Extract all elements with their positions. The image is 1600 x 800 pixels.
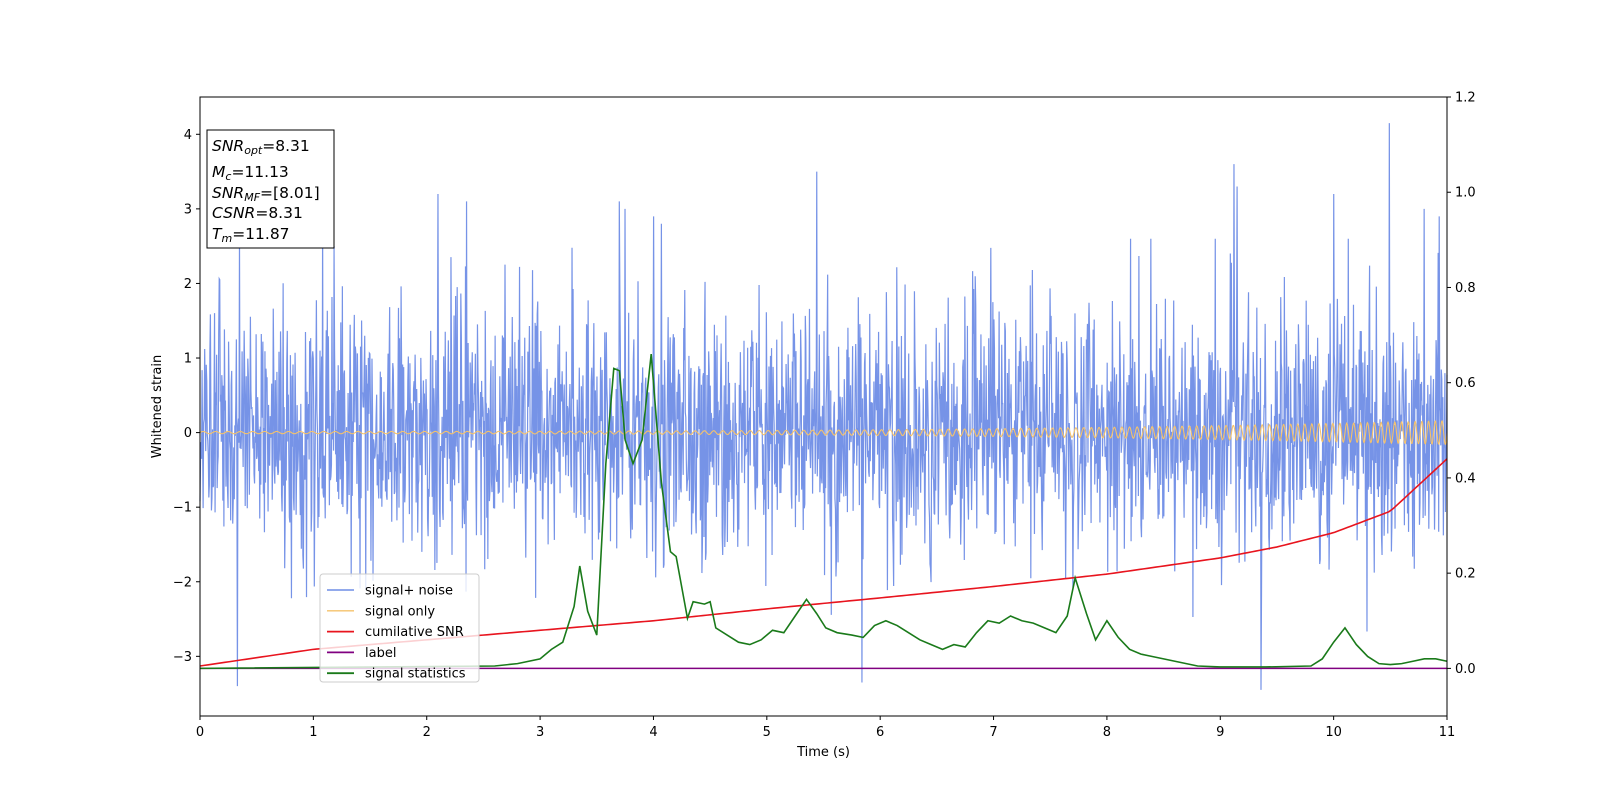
x-tick-label: 9 bbox=[1216, 725, 1224, 740]
x-tick-label: 10 bbox=[1325, 725, 1342, 740]
y2-tick-label: 0.2 bbox=[1455, 567, 1476, 582]
x-tick-label: 4 bbox=[649, 725, 657, 740]
x-tick-label: 1 bbox=[309, 725, 317, 740]
legend-label-label: label bbox=[365, 646, 396, 661]
legend-label-signal-only: signal only bbox=[365, 604, 435, 619]
y2-tick-label: 0.4 bbox=[1455, 471, 1476, 486]
series-signal-noise bbox=[199, 123, 1448, 690]
series-signal-only bbox=[199, 420, 1448, 445]
y-tick-label: 4 bbox=[184, 128, 192, 143]
y-tick-label: 1 bbox=[184, 352, 192, 367]
x-tick-label: 0 bbox=[196, 725, 204, 740]
y2-tick-label: 1.0 bbox=[1455, 186, 1476, 201]
axes-frame bbox=[199, 96, 1448, 717]
y-axis-label: Whitened strain bbox=[150, 355, 165, 458]
info-line: SNRopt=8.31 bbox=[212, 137, 310, 157]
legend-label-signal-noise: signal+ noise bbox=[365, 584, 453, 599]
x-tick-label: 11 bbox=[1439, 725, 1456, 740]
legend-label-cumilative-snr: cumilative SNR bbox=[365, 625, 464, 640]
legend-label-signal-statistics: signal statistics bbox=[365, 667, 466, 682]
y-tick-label: −2 bbox=[173, 575, 192, 590]
x-tick-label: 6 bbox=[876, 725, 884, 740]
y2-tick-label: 0.6 bbox=[1455, 376, 1476, 391]
info-line: SNRMF=[8.01] bbox=[212, 184, 320, 204]
y-tick-label: −3 bbox=[173, 650, 192, 665]
info-annotation-box: SNRopt=8.31 Mc=11.13SNRMF=[8.01]CSNR=8.31… bbox=[206, 129, 335, 249]
x-tick-label: 8 bbox=[1103, 725, 1111, 740]
axis-ticks: 0 1 2 3 4 5 6 7 8 9 10 11 −3 −2 −1 0 1 2 3 4 0.0 0.2 0.4 0.6 0.8… bbox=[173, 91, 1476, 741]
info-line: CSNR=8.31 bbox=[212, 204, 303, 222]
legend-frame bbox=[319, 573, 480, 683]
info-box-frame bbox=[206, 129, 335, 249]
y-tick-label: 0 bbox=[184, 426, 192, 441]
y2-tick-label: 1.2 bbox=[1455, 91, 1476, 106]
x-tick-label: 3 bbox=[536, 725, 544, 740]
x-axis-label: Time (s) bbox=[796, 745, 850, 760]
y-tick-label: 3 bbox=[184, 202, 192, 217]
x-tick-label: 2 bbox=[423, 725, 431, 740]
legend: signal+ noise signal only cumilative SNR la… bbox=[319, 573, 480, 683]
y-tick-label: 2 bbox=[184, 277, 192, 292]
y-tick-label: −1 bbox=[173, 501, 192, 516]
info-line: Tm=11.87 bbox=[212, 225, 290, 245]
x-tick-label: 7 bbox=[989, 725, 997, 740]
y2-tick-label: 0.8 bbox=[1455, 281, 1476, 296]
series-signal-statistics bbox=[199, 354, 1448, 670]
info-line: Mc=11.13 bbox=[212, 163, 289, 183]
y2-tick-label: 0.0 bbox=[1455, 662, 1476, 677]
x-tick-label: 5 bbox=[763, 725, 771, 740]
